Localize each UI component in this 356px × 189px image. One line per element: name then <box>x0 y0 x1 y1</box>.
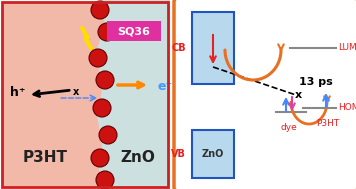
Text: ZnO: ZnO <box>202 149 224 159</box>
Text: P3HT: P3HT <box>316 119 340 129</box>
Text: e⁻: e⁻ <box>157 80 172 92</box>
Circle shape <box>96 71 114 89</box>
Text: CB: CB <box>171 43 186 53</box>
FancyBboxPatch shape <box>192 12 234 84</box>
Circle shape <box>99 126 117 144</box>
FancyBboxPatch shape <box>192 130 234 178</box>
Text: P3HT: P3HT <box>22 150 68 166</box>
Text: LUMO: LUMO <box>338 43 356 53</box>
Circle shape <box>93 99 111 117</box>
Text: VB: VB <box>171 149 186 159</box>
Text: 13 ps: 13 ps <box>299 77 333 87</box>
Text: ZnO: ZnO <box>121 150 156 166</box>
FancyBboxPatch shape <box>107 21 161 41</box>
Circle shape <box>98 23 116 41</box>
Bar <box>2 2 168 187</box>
Circle shape <box>96 171 114 189</box>
Polygon shape <box>95 0 170 189</box>
Circle shape <box>89 49 107 67</box>
Text: x: x <box>294 90 302 100</box>
Circle shape <box>91 1 109 19</box>
Bar <box>2 2 168 187</box>
Circle shape <box>91 149 109 167</box>
Text: x: x <box>73 87 79 97</box>
FancyBboxPatch shape <box>174 0 356 189</box>
Text: dye: dye <box>281 123 297 132</box>
Text: HOMO: HOMO <box>338 104 356 112</box>
Text: SQ36: SQ36 <box>117 27 151 37</box>
Text: h⁺: h⁺ <box>10 87 26 99</box>
